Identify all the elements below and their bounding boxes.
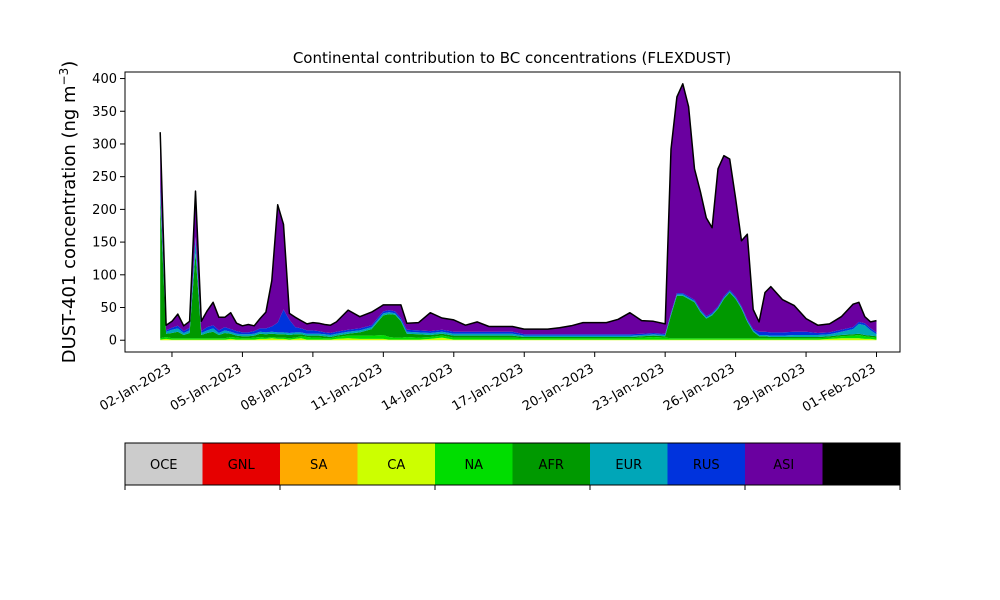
legend-swatch-gnl: [202, 443, 281, 485]
area-series-ca: [160, 337, 877, 341]
legend-label-aus: AUS: [848, 458, 875, 473]
legend-label-rus: RUS: [693, 458, 720, 473]
y-axis-label: DUST-401 concentration (ng m−3): [57, 61, 80, 364]
y-tick-label: 100: [92, 268, 117, 283]
x-tick-label: 08-Jan-2023: [238, 361, 315, 414]
x-tick-label: 26-Jan-2023: [661, 361, 738, 414]
y-tick-label: 300: [92, 137, 117, 152]
legend-swatch-eur: [590, 443, 668, 485]
x-tick-label: 14-Jan-2023: [379, 361, 456, 414]
x-tick-label: 23-Jan-2023: [591, 361, 668, 414]
area-series-na: [160, 335, 877, 340]
x-tick-label: 02-Jan-2023: [97, 361, 174, 414]
legend-swatch-afr: [512, 443, 591, 485]
x-axis: 02-Jan-202305-Jan-202308-Jan-202311-Jan-…: [97, 352, 879, 415]
x-tick-label: 20-Jan-2023: [520, 361, 597, 414]
y-tick-label: 200: [92, 203, 117, 218]
legend-label-gnl: GNL: [228, 458, 256, 473]
y-tick-label: 50: [100, 301, 117, 316]
y-tick-label: 350: [92, 105, 117, 120]
y-axis-label-suffix: ): [59, 61, 80, 68]
legend-colorbar: OCE GNL SA CA NA AFR EUR RUS ASI AUS: [124, 442, 901, 490]
x-tick-label: 05-Jan-2023: [168, 361, 245, 414]
legend-swatch-oce: [125, 443, 203, 485]
y-tick-label: 250: [92, 170, 117, 185]
y-axis-label-main: DUST-401 concentration (ng m: [59, 85, 80, 363]
y-axis: 0 50 100 150 200 250 300 350 400: [92, 72, 125, 349]
x-tick-label: 11-Jan-2023: [309, 361, 386, 414]
x-tick-label: 29-Jan-2023: [731, 361, 808, 414]
y-axis-label-superscript: −3: [57, 68, 71, 86]
legend-swatch-ca: [357, 443, 436, 485]
legend-label-ca: CA: [387, 458, 405, 473]
legend-label-eur: EUR: [615, 458, 642, 473]
total-line: [159, 83, 877, 330]
legend-swatch-asi: [745, 443, 823, 485]
area-series-asi: [160, 83, 877, 335]
chart-title: Continental contribution to BC concentra…: [293, 49, 731, 67]
plot-frame: [124, 71, 901, 353]
y-tick-label: 150: [92, 236, 117, 251]
legend-label-oce: OCE: [150, 458, 178, 473]
legend-label-afr: AFR: [539, 458, 564, 473]
legend-swatch-aus: [822, 443, 901, 485]
area-series-group: [159, 83, 877, 341]
legend-swatch-sa: [280, 443, 358, 485]
legend-label-sa: SA: [310, 458, 327, 473]
x-tick-label: 01-Feb-2023: [800, 361, 879, 415]
legend-swatch-na: [435, 443, 513, 485]
legend-label-na: NA: [464, 458, 483, 473]
legend-border: [124, 442, 901, 486]
legend-swatch-rus: [667, 443, 746, 485]
y-tick-label: 400: [92, 72, 117, 87]
y-tick-label: 0: [109, 334, 117, 349]
legend-label-asi: ASI: [773, 458, 794, 473]
x-tick-label: 17-Jan-2023: [450, 361, 527, 414]
plot-border: [124, 71, 901, 353]
